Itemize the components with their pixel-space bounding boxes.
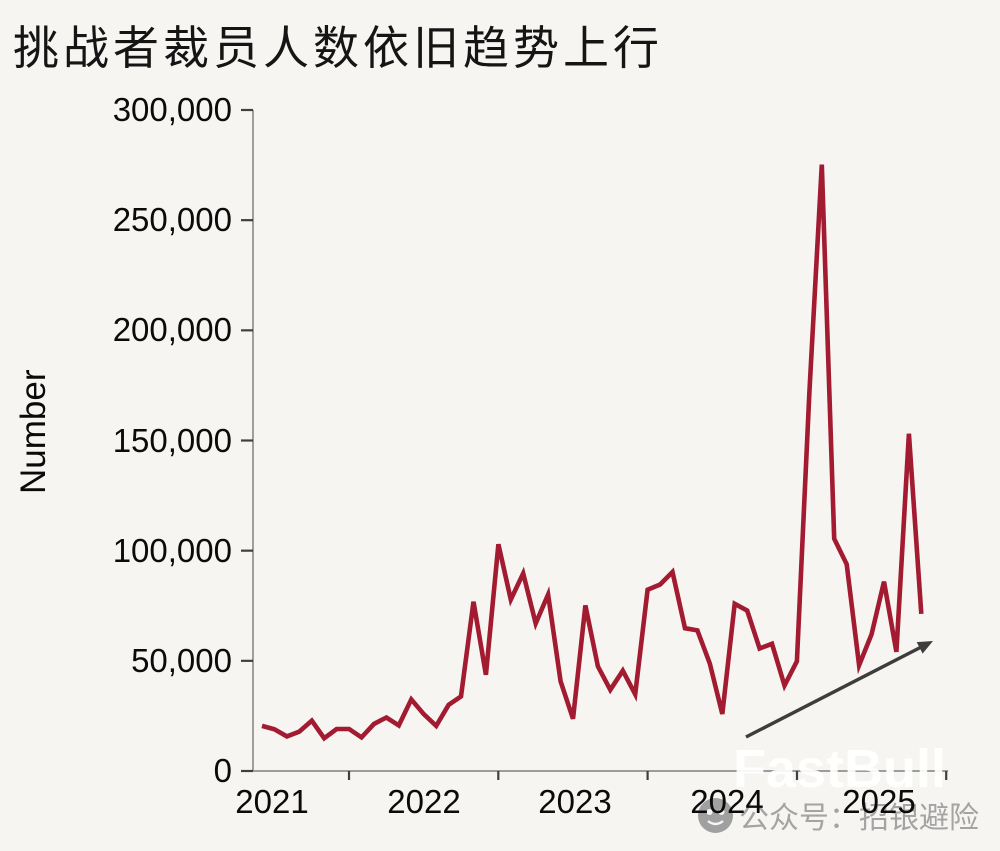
y-axis-title: Number bbox=[14, 369, 53, 494]
x-axis-tick-label: 2022 bbox=[387, 783, 461, 820]
wechat-account-text: 公众号：招银避险 bbox=[739, 802, 979, 835]
y-axis-tick-label: 250,000 bbox=[112, 201, 232, 239]
trend-arrow bbox=[745, 644, 924, 739]
layoffs-line bbox=[261, 164, 924, 742]
wechat-account-logo-icon bbox=[698, 797, 733, 833]
y-axis-tick-label: 100,000 bbox=[112, 531, 232, 569]
wechat-watermark: 公众号：招银避险 bbox=[697, 793, 979, 837]
x-axis-tick-label: 2021 bbox=[235, 783, 309, 820]
x-axis-tick-label: 2023 bbox=[538, 783, 612, 820]
y-axis-tick-label: 50,000 bbox=[131, 641, 232, 679]
fastbull-watermark: FastBull bbox=[733, 739, 947, 799]
x-axis-tick-label: 2024 bbox=[690, 783, 764, 820]
y-axis-tick-label: 300,000 bbox=[112, 91, 232, 128]
x-axis-tick-label: 2025 bbox=[842, 783, 916, 820]
y-axis-tick-label: 0 bbox=[213, 752, 232, 789]
y-axis-tick-label: 150,000 bbox=[112, 421, 232, 459]
chart-title: 挑战者裁员人数依旧趋势上行 bbox=[13, 21, 663, 75]
y-axis-tick-label: 200,000 bbox=[112, 311, 232, 349]
trend-arrow-head bbox=[916, 641, 933, 654]
